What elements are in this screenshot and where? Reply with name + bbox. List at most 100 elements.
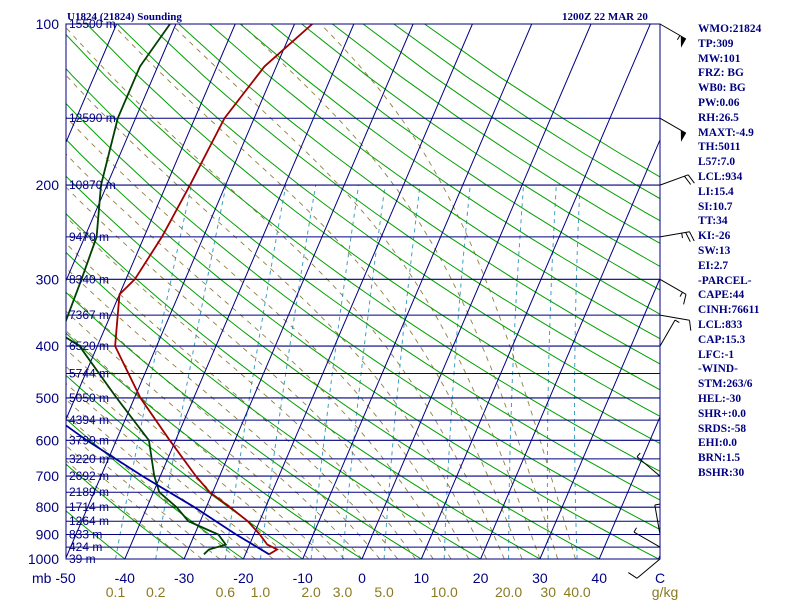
mixing-ratio-line	[383, 185, 421, 559]
temperature-tick-label: 0	[358, 570, 366, 586]
temperature-trace	[114, 24, 313, 556]
index-line: BSHR:30	[698, 466, 745, 479]
index-line: WMO:21824	[698, 23, 762, 35]
pressure-tick-label: 600	[36, 432, 60, 448]
wind-barb-half-flag	[676, 35, 681, 41]
temperature-tick-label: 40	[591, 570, 607, 586]
isotherm-30	[539, 277, 660, 559]
index-line: WB0: BG	[698, 82, 746, 95]
sounding-traces	[66, 24, 313, 556]
pressure-tick-label: 900	[36, 527, 60, 543]
isotherms	[66, 24, 660, 559]
wind-barb	[633, 527, 661, 548]
pressure-unit-label: mb	[32, 570, 52, 586]
wind-barb-pennant	[680, 130, 686, 142]
temperature-tick-label: -20	[233, 570, 253, 586]
valid-time: 1200Z 22 MAR 20	[562, 11, 648, 23]
plot-background	[66, 24, 660, 559]
mixing-ratio-label: 3.0	[333, 584, 353, 600]
mixing-ratio-lines	[115, 184, 581, 559]
wind-barb-half-flag	[681, 233, 683, 239]
wind-barb-flag	[689, 231, 695, 242]
pressure-tick-label: 700	[36, 468, 60, 484]
wind-barb-shaft	[636, 456, 661, 477]
mixing-ratio-line	[224, 185, 287, 559]
pressure-tick-label: 400	[36, 338, 60, 354]
index-line: RH:26.5	[698, 111, 739, 124]
index-line: MW:101	[698, 52, 741, 65]
index-line: LCL:934	[698, 170, 743, 183]
temperature-tick-label: 10	[414, 570, 430, 586]
wind-barb	[659, 231, 695, 242]
isotherm--60	[66, 24, 236, 421]
temperature-tick-label: -50	[55, 570, 75, 586]
height-label: 10870 m	[69, 178, 116, 192]
wind-barb-shaft	[659, 23, 687, 40]
wind-barb	[659, 174, 695, 186]
isotherm-10	[420, 24, 651, 559]
parcel-trace	[66, 424, 270, 556]
wind-barb-half-flag	[679, 292, 683, 297]
wind-barb	[654, 503, 661, 535]
temperature-tick-label: -10	[293, 570, 313, 586]
wind-barb-pennant	[680, 36, 686, 48]
wind-barb	[659, 314, 692, 331]
index-line: L57:7.0	[698, 156, 736, 169]
height-label: 6520 m	[69, 339, 109, 353]
pressure-tick-label: 800	[36, 499, 60, 515]
mixing-ratio-label: 0.2	[146, 584, 166, 600]
isotherm--30	[183, 24, 414, 559]
index-line: TH:5011	[698, 141, 741, 154]
index-line: LI:15.4	[698, 185, 734, 198]
wind-barb	[659, 23, 687, 48]
height-label: 833 m	[69, 528, 102, 542]
wind-barb-half-flag	[674, 319, 680, 324]
mixing-ratio-line	[546, 185, 557, 559]
wind-barb-flag	[687, 174, 695, 184]
index-line: CINH:76611	[698, 304, 760, 317]
index-line: -WIND-	[698, 363, 738, 376]
height-label: 424 m	[69, 540, 102, 554]
isotherm-20	[480, 138, 660, 559]
isotherm-0	[361, 24, 592, 559]
height-label: 1714 m	[69, 500, 109, 514]
wind-barb-flag	[683, 294, 687, 305]
index-line: CAP:15.3	[698, 333, 746, 346]
wind-barb-half-flag	[636, 452, 641, 458]
index-line: SRDS:-58	[698, 422, 747, 435]
wind-barb	[628, 558, 661, 579]
isotherm-40	[598, 415, 660, 559]
index-line: PW:0.06	[698, 96, 740, 109]
wind-barb	[659, 278, 687, 305]
isotherm--40	[124, 24, 355, 559]
height-label: 7367 m	[69, 308, 109, 322]
index-line: FRZ: BG	[698, 67, 744, 80]
mixing-ratio-line	[342, 185, 386, 559]
mixing-ratio-label: 1.0	[251, 584, 271, 600]
height-label: 2692 m	[69, 469, 109, 483]
mixing-ratio-label: 30	[540, 584, 556, 600]
wind-barb-shaft	[659, 314, 690, 321]
index-line: SHR+:0.0	[698, 407, 746, 420]
pressure-tick-label: 1000	[28, 551, 59, 567]
mixing-ratio-label: 40.0	[563, 584, 590, 600]
height-label: 12590 m	[69, 111, 116, 125]
temperature-tick-label: -30	[174, 570, 194, 586]
mixing-ratio-unit-label: g/kg	[652, 584, 678, 600]
station-title: U1824 (21824) Sounding	[67, 11, 182, 23]
wind-barb	[659, 319, 680, 347]
height-label: 3220 m	[69, 452, 109, 466]
indices-panel: WMO:21824 TP:309 MW:101 FRZ: BG WB0: BG PW:0.…	[698, 22, 798, 481]
wind-barb-shaft	[659, 174, 689, 186]
index-line: -PARCEL-	[698, 274, 752, 287]
wind-barb-flag	[628, 572, 638, 579]
index-line: EI:2.7	[698, 259, 729, 272]
mixing-ratio-label: 5.0	[374, 584, 394, 600]
isobars	[66, 24, 660, 559]
wind-barb-flag	[689, 320, 692, 331]
pressure-tick-label: 300	[36, 271, 60, 287]
wind-barb-shaft	[654, 504, 661, 535]
wind-barb-shaft	[659, 231, 690, 238]
wind-barb	[636, 452, 661, 477]
index-line: SW:13	[698, 244, 731, 257]
